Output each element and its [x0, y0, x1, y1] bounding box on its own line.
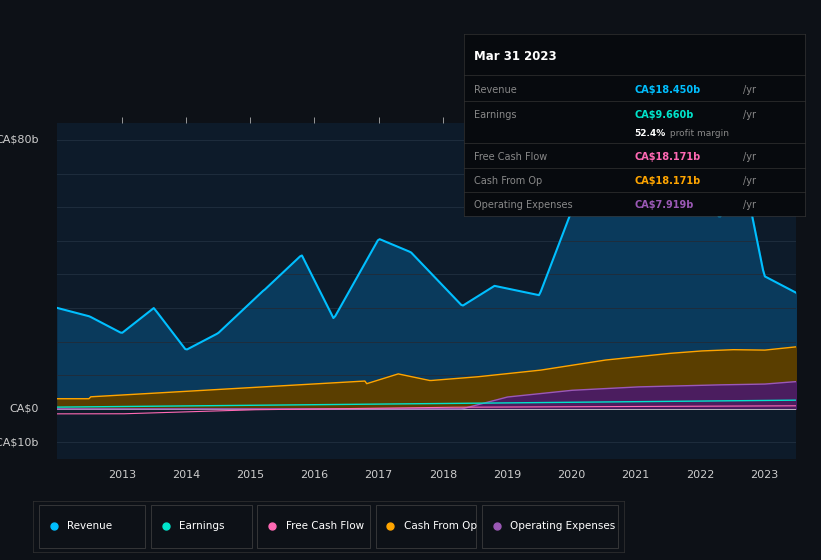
- FancyBboxPatch shape: [482, 505, 618, 548]
- FancyBboxPatch shape: [376, 505, 476, 548]
- FancyBboxPatch shape: [151, 505, 251, 548]
- Text: Revenue: Revenue: [67, 521, 112, 531]
- Text: CA$7.919b: CA$7.919b: [635, 200, 694, 209]
- Text: CA$18.171b: CA$18.171b: [635, 152, 700, 162]
- Text: 52.4%: 52.4%: [635, 129, 666, 138]
- Text: CA$9.660b: CA$9.660b: [635, 110, 694, 120]
- Text: /yr: /yr: [743, 200, 756, 209]
- Text: /yr: /yr: [743, 176, 756, 186]
- Text: Operating Expenses: Operating Expenses: [511, 521, 616, 531]
- Text: CA$0: CA$0: [10, 404, 39, 414]
- Text: Operating Expenses: Operating Expenses: [474, 200, 573, 209]
- Text: /yr: /yr: [743, 110, 756, 120]
- Text: Cash From Op: Cash From Op: [474, 176, 543, 186]
- Text: Mar 31 2023: Mar 31 2023: [474, 50, 557, 63]
- Text: /yr: /yr: [743, 152, 756, 162]
- Text: Earnings: Earnings: [180, 521, 225, 531]
- Text: /yr: /yr: [743, 85, 756, 95]
- FancyBboxPatch shape: [258, 505, 369, 548]
- Text: CA$18.450b: CA$18.450b: [635, 85, 700, 95]
- Text: Cash From Op: Cash From Op: [404, 521, 477, 531]
- Text: Free Cash Flow: Free Cash Flow: [474, 152, 548, 162]
- Text: Free Cash Flow: Free Cash Flow: [286, 521, 364, 531]
- Text: Earnings: Earnings: [474, 110, 516, 120]
- Text: Revenue: Revenue: [474, 85, 517, 95]
- Text: CA$80b: CA$80b: [0, 135, 39, 145]
- Text: CA$18.171b: CA$18.171b: [635, 176, 700, 186]
- Text: profit margin: profit margin: [667, 129, 728, 138]
- Text: -CA$10b: -CA$10b: [0, 437, 39, 447]
- FancyBboxPatch shape: [39, 505, 145, 548]
